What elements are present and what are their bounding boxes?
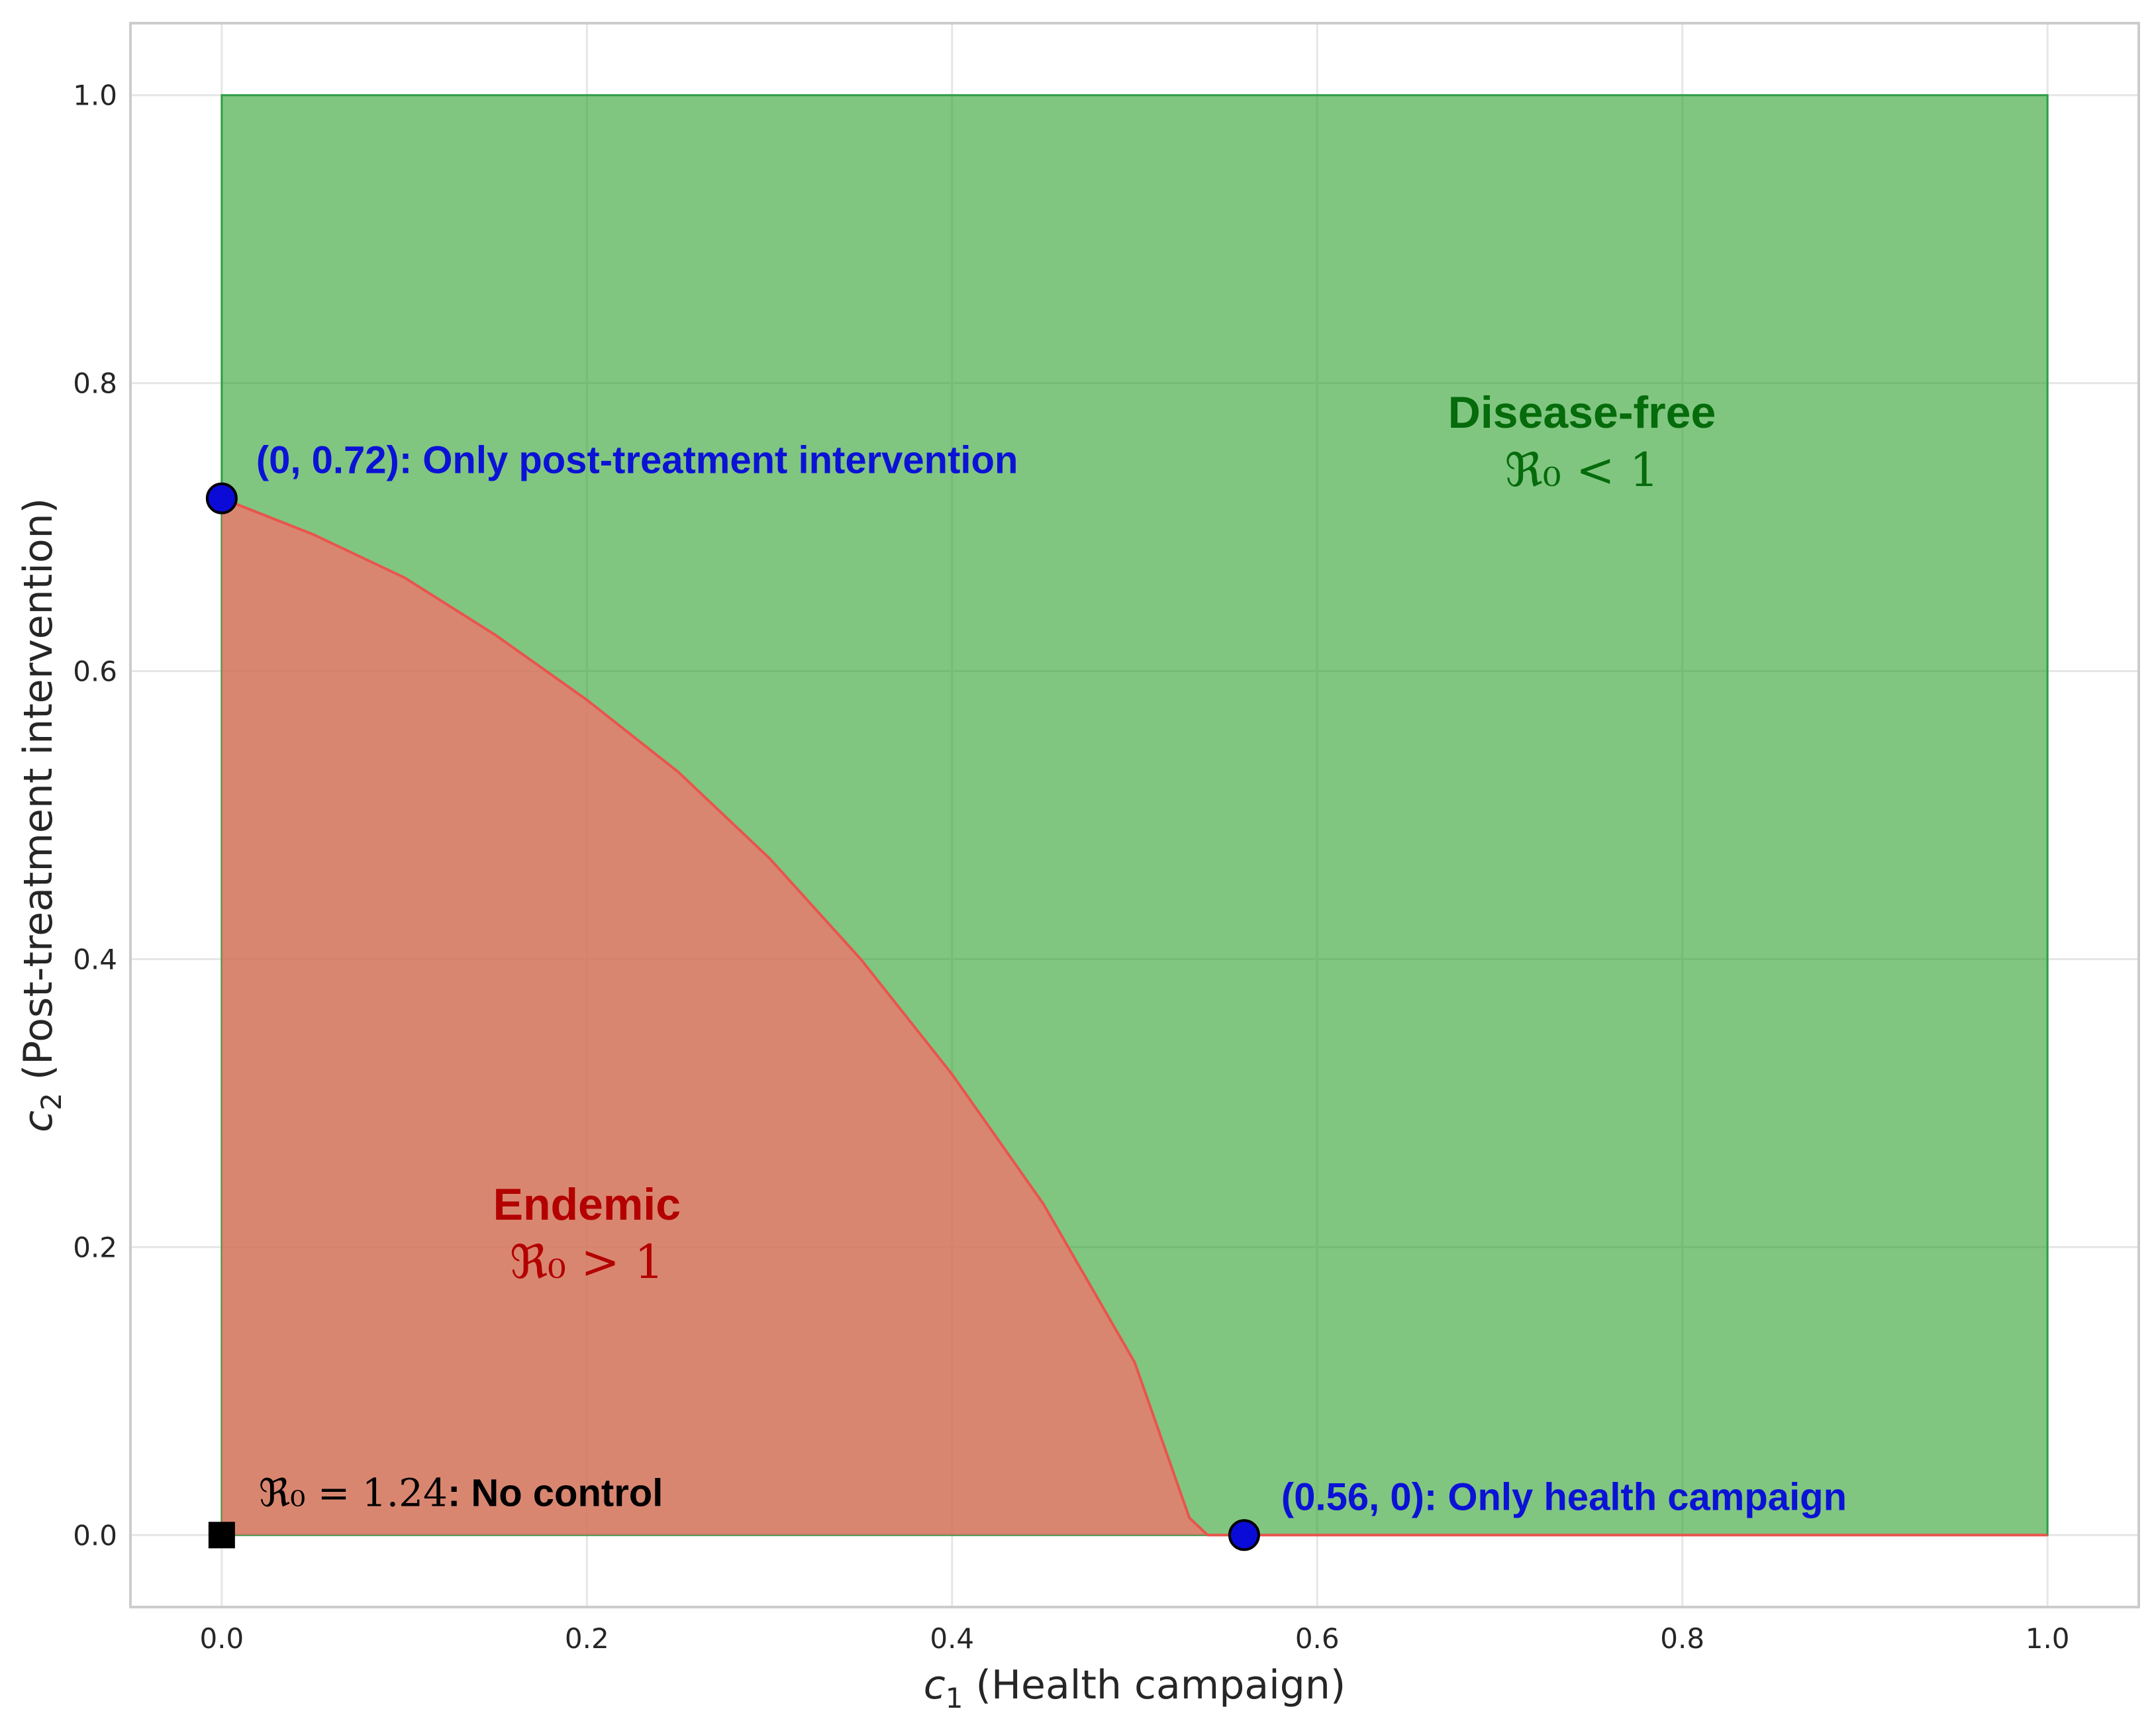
boundary-curve [221, 497, 2048, 1537]
no-control-marker [208, 1522, 235, 1549]
x-tick-label: 1.0 [2026, 1622, 2070, 1655]
points: (0, 0.72): Only post-treatment intervent… [205, 439, 1847, 1551]
y-tick-label: 0.8 [73, 368, 117, 400]
x-tick-label: 0.0 [199, 1622, 244, 1655]
y-axis-label: c2 (Post-treatment intervention) [15, 498, 68, 1132]
no-control-text: : No control [448, 1471, 663, 1514]
x-tick-label: 0.8 [1660, 1622, 1704, 1655]
x-tick-label: 0.6 [1295, 1622, 1340, 1655]
endemic-region [221, 498, 2048, 1536]
x-tick-label: 0.2 [565, 1622, 609, 1655]
y-tick-label: 1.0 [73, 79, 117, 112]
disease-free-title: Disease-free [1448, 387, 1716, 438]
y-tick-label: 0.6 [73, 656, 117, 688]
plot-frame [129, 22, 2140, 1608]
ticks: 0.0 0.2 0.4 0.6 0.8 1.0 0.0 0.2 0.4 0.6 0.8 1.0 [73, 79, 2069, 1655]
x-axis-label: c1 (Health campaign) [924, 1662, 1346, 1714]
point-marker [205, 482, 238, 514]
point-marker [1228, 1519, 1260, 1551]
endemic-condition: ℜ₀ > 1 [510, 1235, 664, 1289]
point-label: (0, 0.72): Only post-treatment intervent… [256, 439, 1018, 482]
no-control-label: ℜ₀ = 1.24: No control [259, 1470, 663, 1515]
disease-free-condition: ℜ₀ < 1 [1505, 443, 1659, 497]
y-tick-label: 0.4 [73, 943, 117, 975]
y-tick-label: 0.2 [73, 1231, 117, 1263]
point-label: (0.56, 0): Only health campaign [1281, 1475, 1847, 1518]
regions [220, 94, 2049, 1537]
no-control-r0: ℜ₀ = 1.24 [259, 1470, 448, 1515]
x-tick-label: 0.4 [930, 1622, 974, 1655]
y-tick-label: 0.0 [73, 1519, 117, 1551]
endemic-title: Endemic [493, 1179, 681, 1230]
